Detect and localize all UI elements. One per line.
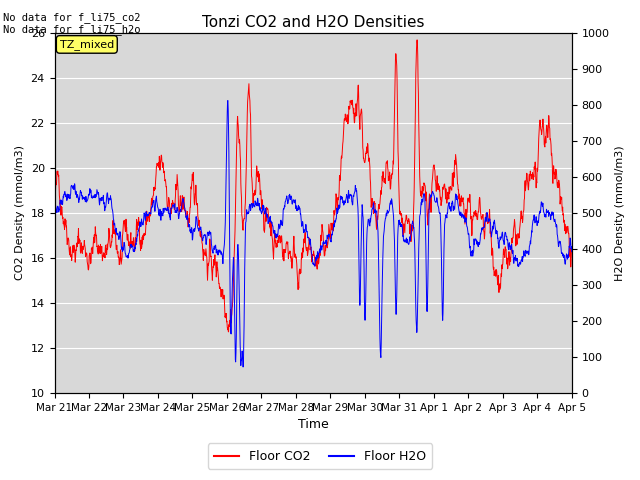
Y-axis label: H2O Density (mmol/m3): H2O Density (mmol/m3) bbox=[615, 145, 625, 281]
Legend: Floor CO2, Floor H2O: Floor CO2, Floor H2O bbox=[207, 444, 433, 469]
Y-axis label: CO2 Density (mmol/m3): CO2 Density (mmol/m3) bbox=[15, 145, 25, 280]
Text: TZ_mixed: TZ_mixed bbox=[60, 39, 114, 50]
X-axis label: Time: Time bbox=[298, 419, 328, 432]
Title: Tonzi CO2 and H2O Densities: Tonzi CO2 and H2O Densities bbox=[202, 15, 424, 30]
Text: No data for f_li75_co2
No data for f_li75_h2o: No data for f_li75_co2 No data for f_li7… bbox=[3, 12, 141, 36]
